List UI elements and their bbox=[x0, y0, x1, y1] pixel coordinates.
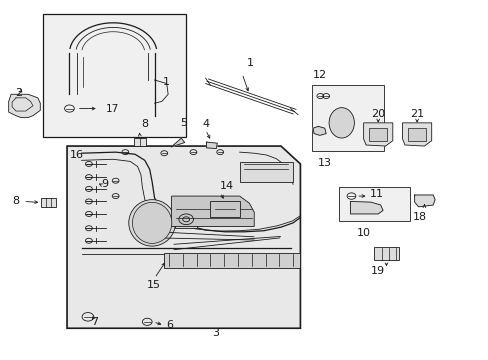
Polygon shape bbox=[9, 94, 40, 117]
Text: 9: 9 bbox=[101, 179, 108, 189]
Text: 1: 1 bbox=[246, 58, 253, 68]
Bar bbox=[164, 252, 300, 267]
Bar bbox=[42, 14, 186, 137]
Polygon shape bbox=[402, 123, 431, 146]
Bar bbox=[369, 128, 386, 141]
Text: 10: 10 bbox=[356, 228, 370, 238]
Bar bbox=[407, 128, 425, 141]
Polygon shape bbox=[414, 195, 434, 207]
Bar bbox=[311, 85, 383, 152]
Polygon shape bbox=[67, 146, 300, 328]
Ellipse shape bbox=[132, 202, 171, 243]
Text: 1: 1 bbox=[163, 77, 170, 87]
Bar bbox=[175, 210, 197, 228]
Text: 4: 4 bbox=[202, 119, 209, 129]
Text: 14: 14 bbox=[220, 181, 234, 192]
Text: 12: 12 bbox=[312, 70, 326, 80]
Text: 18: 18 bbox=[412, 212, 426, 222]
Ellipse shape bbox=[128, 200, 175, 246]
Text: 19: 19 bbox=[370, 266, 385, 276]
Bar bbox=[339, 187, 409, 221]
Text: 13: 13 bbox=[317, 158, 331, 168]
Text: 2: 2 bbox=[15, 88, 22, 98]
Text: 21: 21 bbox=[409, 109, 423, 118]
Polygon shape bbox=[171, 138, 184, 147]
Text: 6: 6 bbox=[166, 320, 173, 330]
Text: 8: 8 bbox=[13, 197, 20, 206]
Text: 5: 5 bbox=[180, 118, 187, 128]
Bar bbox=[239, 162, 292, 182]
Polygon shape bbox=[312, 126, 325, 135]
Polygon shape bbox=[206, 142, 217, 149]
Bar bbox=[133, 138, 146, 147]
Ellipse shape bbox=[328, 108, 354, 138]
Bar bbox=[373, 247, 398, 260]
Text: 11: 11 bbox=[369, 189, 383, 199]
Text: 3: 3 bbox=[211, 328, 218, 338]
Text: 15: 15 bbox=[147, 280, 161, 290]
Polygon shape bbox=[363, 123, 392, 146]
Polygon shape bbox=[171, 196, 254, 226]
Bar bbox=[41, 198, 56, 207]
Text: 8: 8 bbox=[141, 119, 148, 129]
Bar bbox=[210, 202, 239, 217]
Text: 16: 16 bbox=[70, 150, 83, 159]
Polygon shape bbox=[350, 202, 382, 214]
Text: 7: 7 bbox=[91, 317, 98, 327]
Text: 17: 17 bbox=[106, 104, 119, 113]
Text: 20: 20 bbox=[370, 109, 385, 118]
